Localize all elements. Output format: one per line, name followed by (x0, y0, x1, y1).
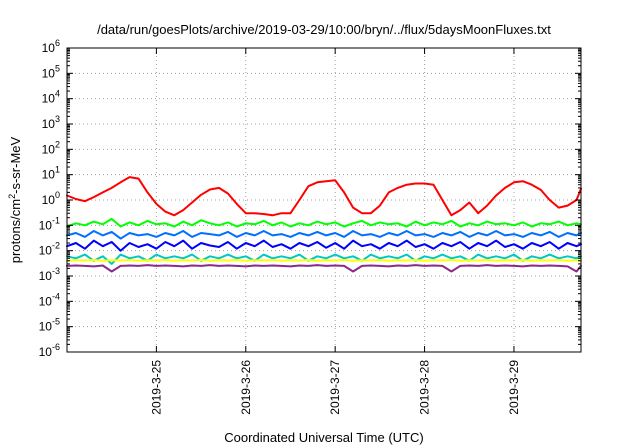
series-line (66, 259, 582, 262)
y-axis-label-post: -s-sr-MeV (8, 136, 23, 193)
x-tick-labels: 2019-3-25 2019-3-26 2019-3-27 2019-3-28 2019… (149, 360, 521, 415)
y-tick-label: 103 (42, 114, 60, 131)
y-tick-label: 102 (42, 139, 60, 156)
grid-lines (67, 48, 581, 352)
y-tick-label: 105 (42, 63, 60, 80)
series-line (66, 264, 582, 273)
y-tick-label: 104 (42, 89, 60, 106)
x-tick-label: 2019-3-26 (239, 360, 253, 415)
y-tick-labels: 10-6 10-5 10-4 10-3 10-2 10-1 100 101 102 103 104 1… (39, 38, 60, 359)
series-line (66, 253, 582, 265)
y-tick-label: 100 (42, 190, 60, 207)
series-line (66, 176, 582, 217)
y-axis-label-sup: 2 (7, 194, 17, 199)
y-tick-label: 10-1 (39, 215, 60, 232)
y-tick-label: 10-3 (39, 266, 60, 283)
chart-title: /data/run/goesPlots/archive/2019-03-29/1… (97, 22, 551, 37)
y-tick-label: 10-4 (39, 291, 60, 308)
series-line (66, 217, 582, 228)
x-tick-label: 2019-3-27 (328, 360, 342, 415)
y-tick-label: 101 (42, 165, 60, 182)
series-line (66, 230, 582, 240)
x-axis-label: Coordinated Universal Time (UTC) (224, 430, 423, 445)
y-axis-label: protons/cm2-s-sr-MeV (7, 136, 23, 263)
axis-ticks (67, 47, 581, 353)
y-tick-label: 10-5 (39, 317, 60, 334)
x-tick-label: 2019-3-29 (507, 360, 521, 415)
x-tick-label: 2019-3-28 (418, 360, 432, 415)
y-tick-label: 10-6 (39, 342, 60, 359)
x-tick-label: 2019-3-25 (149, 360, 163, 415)
series-layer (66, 176, 582, 273)
y-tick-label: 10-2 (39, 241, 60, 258)
y-tick-label: 106 (42, 38, 60, 55)
series-line (66, 239, 582, 252)
y-axis-label-pre: protons/cm (8, 199, 23, 263)
